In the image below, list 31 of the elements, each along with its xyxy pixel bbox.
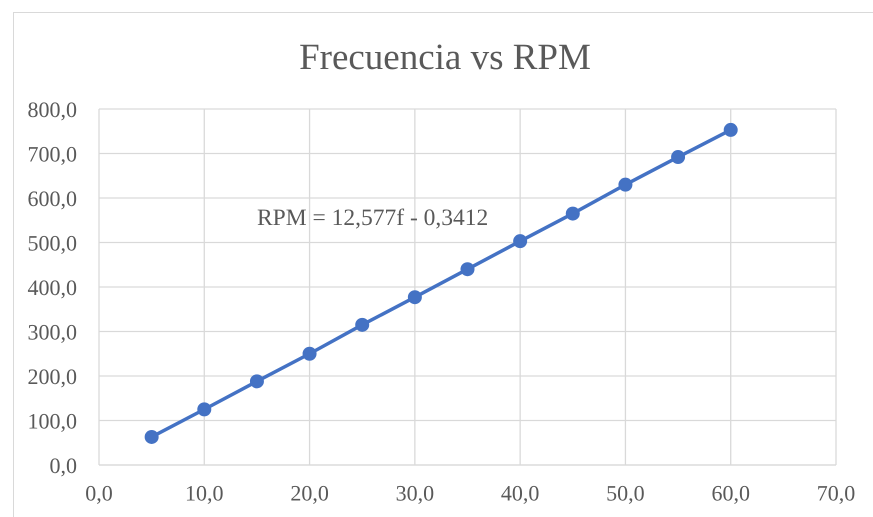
y-tick-label: 300,0 — [28, 319, 77, 344]
x-tick-label: 0,0 — [85, 480, 113, 506]
y-tick-label: 600,0 — [28, 186, 77, 211]
x-tick-label: 70,0 — [816, 480, 856, 506]
point — [197, 402, 212, 416]
point — [408, 290, 422, 304]
annotation: RPM = 12,577f - 0,3412 — [257, 204, 488, 233]
y-tick-label: 400,0 — [28, 274, 77, 300]
x-tick-label: 20,0 — [290, 480, 329, 506]
y-tick-label: 700,0 — [28, 141, 77, 166]
chart-title: Frecuencia vs RPM — [298, 36, 592, 80]
y-tick-label: 500,0 — [28, 230, 77, 256]
y-tick-label: 800,0 — [28, 96, 77, 122]
point — [724, 122, 738, 137]
point — [566, 206, 580, 221]
y-tick-label: 100,0 — [28, 408, 77, 434]
y-tick-label: 200,0 — [28, 364, 77, 389]
point — [355, 318, 370, 332]
x-tick-label: 60,0 — [711, 480, 750, 506]
point — [618, 178, 632, 192]
point — [671, 150, 686, 164]
point — [144, 430, 159, 444]
x-tick-label: 10,0 — [185, 480, 224, 506]
point — [460, 262, 474, 276]
x-tick-label: 30,0 — [396, 480, 434, 506]
point — [513, 234, 528, 248]
point — [302, 346, 317, 361]
y-tick-label: 0,0 — [50, 452, 77, 478]
x-tick-label: 50,0 — [606, 480, 645, 506]
x-tick-label: 40,0 — [500, 480, 540, 506]
point — [250, 374, 264, 388]
